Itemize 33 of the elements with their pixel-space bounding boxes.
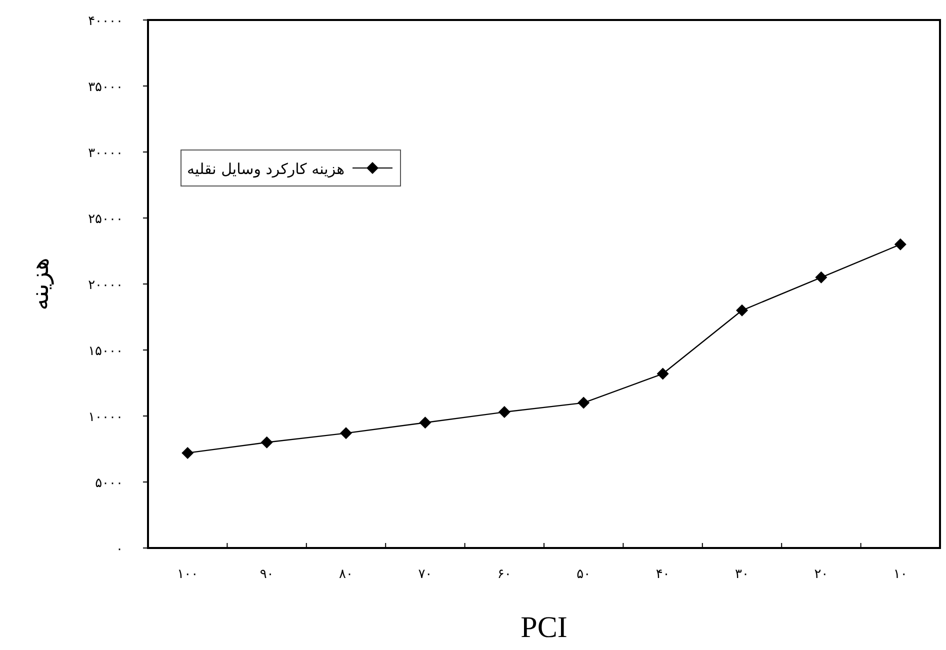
x-tick-label: ۴۰: [656, 567, 670, 582]
y-tick-label: ۴۰۰۰۰: [88, 14, 123, 29]
point: [340, 427, 352, 440]
x-tick-label: ۸۰: [339, 567, 353, 582]
x-tick-label: ۱۰: [893, 567, 908, 582]
y-axis-title: هزینه: [26, 258, 54, 310]
y-tick-label: ۲۵۰۰۰: [88, 212, 123, 227]
point: [182, 446, 194, 459]
x-tick-label: ۹۰: [260, 567, 274, 582]
point: [578, 396, 590, 409]
x-tick-label: ۳۰: [735, 567, 749, 582]
point: [260, 436, 273, 448]
y-tick-label: ۳۰۰۰۰: [88, 146, 123, 161]
legend-label: هزینه کارکرد وسایل نقلیه: [187, 160, 345, 178]
x-tick-label: ۱۰۰: [177, 567, 198, 582]
x-tick-label: ۷۰: [418, 567, 432, 582]
point: [419, 416, 432, 429]
y-tick-label: ۲۰۰۰۰: [88, 278, 123, 293]
point: [656, 368, 669, 380]
point: [815, 271, 828, 284]
point: [736, 304, 748, 316]
y-tick-label: ۳۵۰۰۰: [88, 80, 123, 95]
legend: هزینه کارکرد وسایل نقلیه: [180, 150, 401, 186]
point: [894, 238, 906, 250]
y-tick-label: ۱۰۰۰۰: [88, 410, 123, 425]
y-tick-label: ۰: [116, 542, 123, 557]
x-tick-label: ۶۰: [497, 567, 512, 582]
x-tick-label: ۲۰: [814, 567, 828, 582]
point: [498, 406, 510, 418]
y-tick-label: ۱۵۰۰۰: [88, 344, 123, 359]
x-axis-title: PCI: [520, 611, 568, 644]
x-tick-label: ۵۰: [576, 567, 591, 582]
y-tick-label: ۵۰۰۰: [95, 476, 123, 491]
